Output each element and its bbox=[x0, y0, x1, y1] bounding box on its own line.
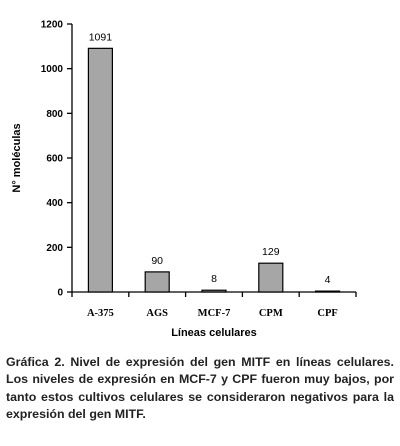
y-tick-label: 600 bbox=[46, 154, 63, 165]
bar-cpm bbox=[258, 262, 284, 293]
data-label: 1091 bbox=[89, 31, 113, 43]
y-tick-label: 0 bbox=[57, 288, 63, 299]
y-tick-label: 1200 bbox=[41, 20, 64, 31]
data-label: 129 bbox=[262, 246, 280, 258]
bar-chart: 0 200 400 600 800 1000 1200 1091 A-375 90 AGS 8 MCF-… bbox=[11, 20, 357, 339]
bar-ags bbox=[144, 271, 170, 293]
bar-a-375 bbox=[87, 47, 114, 293]
y-tick-label: 400 bbox=[46, 198, 63, 209]
x-tick-label: MCF-7 bbox=[198, 308, 231, 319]
y-axis-title: N° moléculas bbox=[11, 123, 23, 192]
x-tick-label: CPF bbox=[317, 308, 337, 319]
x-tick-label: A-375 bbox=[87, 308, 114, 319]
data-label: 4 bbox=[325, 274, 331, 286]
figure-caption: Gráfica 2. Nivel de expresión del gen MI… bbox=[6, 355, 394, 422]
y-tick-label: 800 bbox=[46, 109, 63, 120]
x-tick-label: CPM bbox=[259, 308, 283, 319]
x-tick-label: AGS bbox=[146, 308, 168, 319]
x-axis-title: Líneas celulares bbox=[171, 327, 257, 339]
bar-mcf-7 bbox=[201, 289, 227, 293]
y-tick-label: 1000 bbox=[41, 64, 64, 75]
bar-cpf bbox=[315, 290, 341, 293]
plot-area: 0 200 400 600 800 1000 1200 1091 A-375 90 AGS 8 MCF-… bbox=[41, 20, 357, 319]
y-tick-label: 200 bbox=[46, 243, 63, 254]
data-label: 8 bbox=[211, 273, 217, 285]
data-label: 90 bbox=[151, 255, 163, 267]
